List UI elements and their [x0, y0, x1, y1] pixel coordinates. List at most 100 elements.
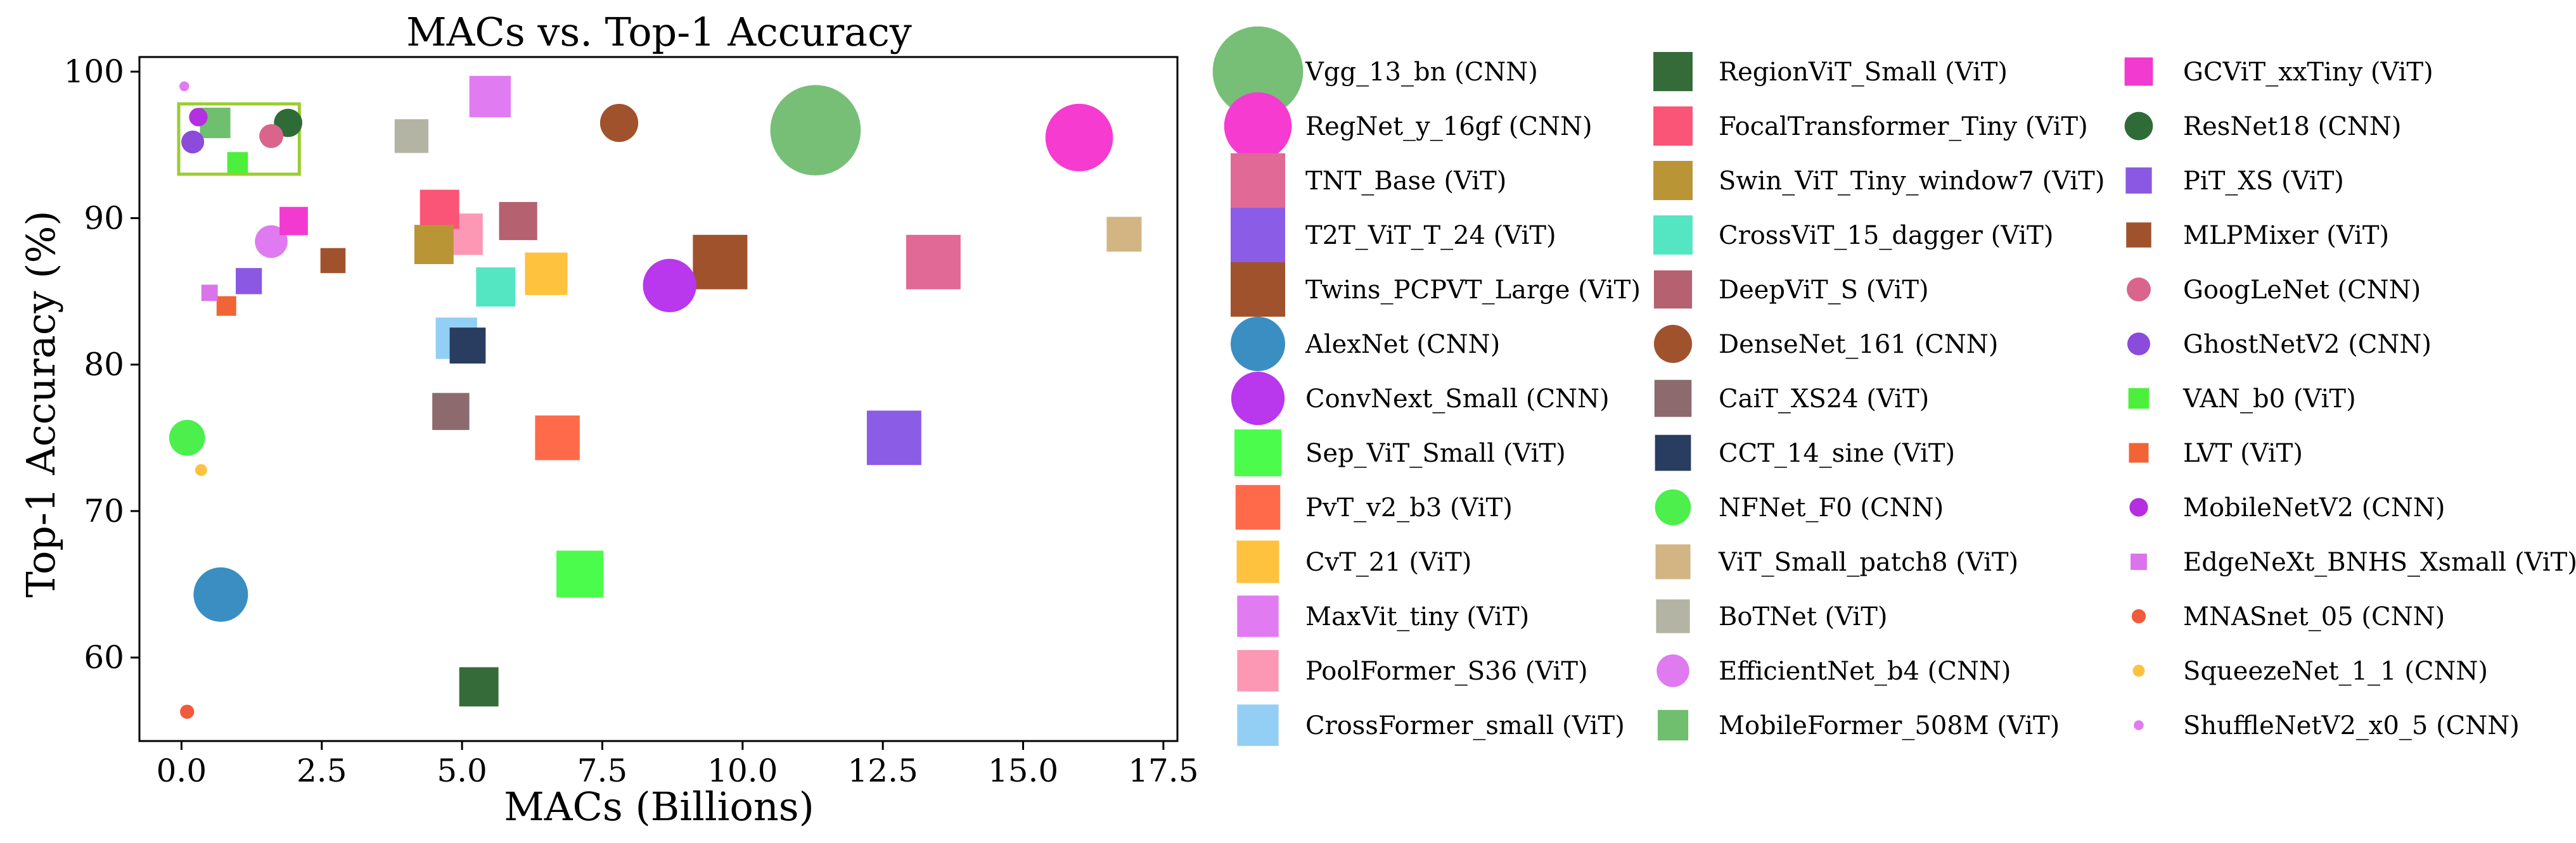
data-point-pit-xs-vit	[236, 268, 262, 295]
legend-item-gcvit-xxtiny-vit: GCViT_xxTiny (ViT)	[2124, 57, 2433, 87]
data-point-swin-vit-tiny-window7-vit	[414, 225, 454, 264]
legend-marker	[1235, 485, 1281, 530]
legend-label: ConvNext_Small (CNN)	[1305, 384, 1610, 414]
plot-frame	[138, 56, 1179, 742]
legend-item-mnasnet-05-cnn: MNASnet_05 (CNN)	[2131, 602, 2445, 631]
data-point-ghostnetv2-cnn	[181, 130, 205, 154]
legend-label: TNT_Base (ViT)	[1305, 167, 1506, 196]
data-point-cvt-21-vit	[525, 252, 568, 295]
legend-item-nfnet-f0-cnn: NFNet_F0 (CNN)	[1655, 489, 1944, 526]
data-point-regionvit-small-vit	[459, 667, 499, 707]
y-tick-label: 100	[64, 53, 124, 90]
legend-label: GhostNetV2 (CNN)	[2183, 330, 2432, 359]
data-point-deepvit-s-vit	[499, 201, 537, 241]
data-point-gcvit-xxtiny-vit	[279, 206, 308, 236]
data-point-vgg-13-bn-cnn	[770, 85, 861, 176]
legend-label: MobileFormer_508M (ViT)	[1719, 711, 2060, 740]
legend-item-regionvit-small-vit: RegionViT_Small (ViT)	[1653, 52, 2008, 91]
legend-marker	[1237, 595, 1279, 637]
legend-label: GCViT_xxTiny (ViT)	[2183, 58, 2433, 87]
legend-label: SqueezeNet_1_1 (CNN)	[2183, 657, 2488, 686]
data-point-alexnet-cnn	[193, 567, 248, 622]
legend-label: CCT_14_sine (ViT)	[1719, 439, 1955, 468]
legend-item-botnet-vit: BoTNet (ViT)	[1656, 599, 1887, 633]
legend-item-pvt-v2-b3-vit: PvT_v2_b3 (ViT)	[1235, 485, 1513, 530]
legend-item-crossvit-15-dagger-vit: CrossViT_15_dagger (ViT)	[1653, 215, 2053, 255]
legend-marker	[1653, 52, 1693, 91]
legend-label: Swin_ViT_Tiny_window7 (ViT)	[1719, 167, 2105, 196]
legend-marker	[1236, 540, 1279, 583]
legend-item-shufflenetv2-x0-5-cnn: ShuffleNetV2_x0_5 (CNN)	[2134, 711, 2520, 740]
legend-marker	[2124, 57, 2153, 86]
x-tick-label: 12.5	[847, 752, 918, 789]
legend-marker	[2124, 111, 2153, 141]
data-point-maxvit-tiny-vit	[469, 75, 511, 118]
legend-item-lvt-vit: LVT (ViT)	[2129, 439, 2303, 468]
legend-label: Sep_ViT_Small (ViT)	[1305, 439, 1566, 468]
legend-label: PoolFormer_S36 (ViT)	[1305, 657, 1588, 686]
data-point-vit-small-patch8-vit	[1106, 217, 1142, 252]
legend-label: MLPMixer (ViT)	[2183, 221, 2389, 250]
x-tick-label: 10.0	[707, 752, 778, 789]
legend-item-swin-vit-tiny-window7-vit: Swin_ViT_Tiny_window7 (ViT)	[1653, 161, 2105, 200]
data-point-googlenet-cnn	[259, 124, 283, 148]
legend-marker	[1237, 650, 1279, 692]
legend-label: DenseNet_161 (CNN)	[1719, 330, 1998, 359]
legend-marker	[2127, 277, 2151, 301]
legend-item-ghostnetv2-cnn: GhostNetV2 (CNN)	[2127, 330, 2432, 359]
legend-marker	[1654, 379, 1692, 417]
legend-item-focaltransformer-tiny-vit: FocalTransformer_Tiny (ViT)	[1653, 106, 2088, 146]
legend-marker	[1212, 26, 1304, 117]
legend-label: CrossFormer_small (ViT)	[1305, 711, 1625, 740]
legend-item-vgg-13-bn-cnn: Vgg_13_bn (CNN)	[1212, 26, 1538, 117]
legend-marker	[2131, 554, 2147, 570]
data-point-convnext-small-cnn	[643, 258, 696, 312]
legend-label: T2T_ViT_T_24 (ViT)	[1305, 221, 1556, 250]
legend-label: Twins_PCPVT_Large (ViT)	[1305, 276, 1641, 305]
legend: Vgg_13_bn (CNN) RegNet_y_16gf (CNN) TNT_Ba…	[1212, 26, 2576, 746]
y-axis-title: Top-1 Accuracy (%)	[18, 210, 64, 597]
legend-item-resnet18-cnn: ResNet18 (CNN)	[2124, 111, 2402, 141]
legend-item-van-b0-vit: VAN_b0 (ViT)	[2128, 384, 2356, 414]
legend-marker	[1655, 544, 1691, 580]
x-tick-label: 2.5	[297, 752, 347, 789]
legend-marker	[2129, 443, 2149, 463]
legend-marker	[1224, 92, 1292, 160]
x-tick-label: 0.0	[157, 752, 207, 789]
legend-label: NFNet_F0 (CNN)	[1719, 493, 1944, 523]
data-point-edgenext-bnhs-xsmall-vit	[201, 284, 218, 301]
legend-label: RegionViT_Small (ViT)	[1719, 58, 2008, 87]
legend-item-twins-pcpvt-large-vit: Twins_PCPVT_Large (ViT)	[1231, 262, 1641, 317]
legend-label: PiT_XS (ViT)	[2183, 167, 2344, 196]
legend-item-tnt-base-vit: TNT_Base (ViT)	[1231, 153, 1506, 208]
legend-label: EfficientNet_b4 (CNN)	[1719, 657, 2011, 686]
data-point-cct-14-sine-vit	[449, 327, 486, 364]
legend-marker	[1234, 429, 1281, 476]
legend-label: MaxVit_tiny (ViT)	[1305, 602, 1529, 631]
data-point-pvt-v2-b3-vit	[535, 415, 580, 460]
legend-marker	[2129, 498, 2148, 517]
legend-item-densenet-161-cnn: DenseNet_161 (CNN)	[1653, 324, 1998, 364]
legend-item-alexnet-cnn: AlexNet (CNN)	[1231, 317, 1500, 371]
legend-marker	[1231, 262, 1285, 317]
legend-item-sep-vit-small-vit: Sep_ViT_Small (ViT)	[1234, 429, 1566, 476]
legend-item-poolformer-s36-vit: PoolFormer_S36 (ViT)	[1237, 650, 1588, 692]
legend-label: CvT_21 (ViT)	[1305, 548, 1471, 577]
data-point-crossvit-15-dagger-vit	[476, 267, 516, 307]
x-tick-label: 7.5	[577, 752, 628, 789]
legend-label: FocalTransformer_Tiny (ViT)	[1719, 112, 2088, 141]
highlight-box	[177, 102, 301, 176]
legend-label: LVT (ViT)	[2183, 439, 2303, 468]
data-point-botnet-vit	[394, 119, 429, 153]
legend-marker	[1657, 709, 1689, 741]
x-tick-label: 15.0	[988, 752, 1058, 789]
data-point-densenet-161-cnn	[599, 103, 639, 143]
legend-item-squeezenet-1-1-cnn: SqueezeNet_1_1 (CNN)	[2132, 657, 2488, 686]
legend-label: ViT_Small_patch8 (ViT)	[1718, 548, 2018, 577]
legend-marker	[1231, 317, 1285, 371]
data-point-cait-xs24-vit	[432, 393, 470, 430]
legend-label: Vgg_13_bn (CNN)	[1305, 58, 1538, 87]
legend-marker	[1231, 153, 1285, 208]
